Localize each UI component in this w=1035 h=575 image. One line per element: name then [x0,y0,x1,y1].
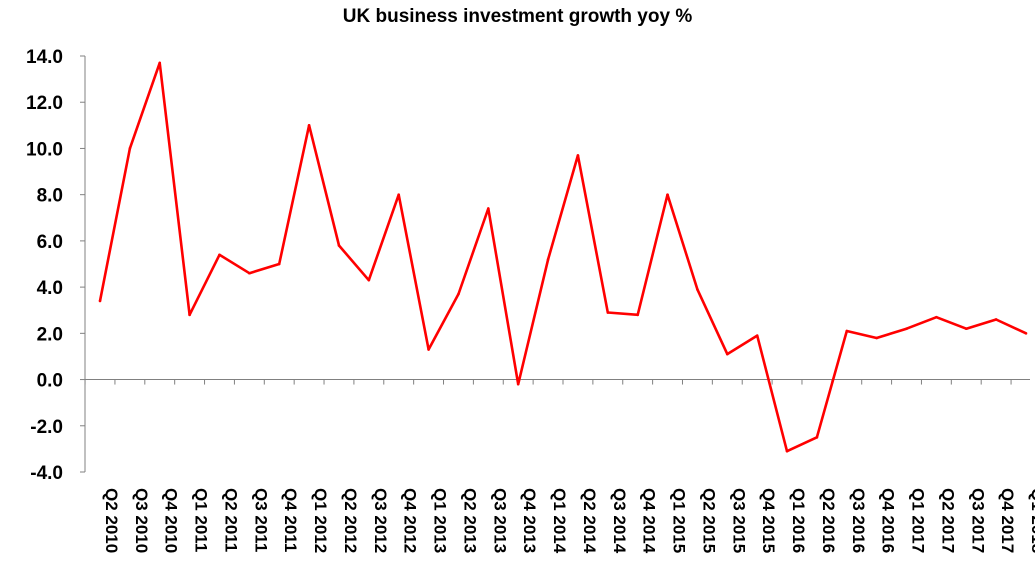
data-point [845,329,849,333]
x-tick-label: Q3 2016 [849,488,868,553]
x-tick-label: Q1 2012 [311,488,330,553]
y-tick-label: -2.0 [30,417,63,438]
data-point [248,271,251,275]
x-tick-label: Q1 2017 [909,488,928,553]
x-tick-label: Q4 2010 [162,488,181,553]
data-point [576,154,580,157]
x-tick-label: Q3 2012 [371,488,390,553]
x-tick-label: Q2 2014 [580,488,599,554]
data-point [636,313,639,317]
x-tick-label: Q1 2011 [192,488,211,552]
data-point [457,292,460,296]
x-tick-label: Q2 2012 [341,488,360,553]
chart-title: UK business investment growth yoy % [342,6,693,27]
x-axis: Q2 2010 Q3 2010 Q4 2010 Q1 2011 Q2 2011 Q3 20… [84,379,1035,554]
data-point [964,327,968,331]
data-point [367,278,371,282]
x-tick-label: Q4 2013 [520,488,539,553]
x-tick-label: Q2 2010 [102,488,121,553]
data-point [666,193,669,196]
y-tick-label: 2.0 [37,324,63,345]
data-point [606,311,610,314]
x-tick-label: Q1 2013 [431,488,450,553]
data-point [546,258,550,261]
y-tick-label: 4.0 [37,278,63,299]
x-tick-label: Q3 2013 [490,488,509,553]
x-tick-label: Q4 2017 [998,488,1017,553]
series-line-group [98,61,1028,453]
data-point [98,299,102,303]
data-point [397,193,401,196]
x-tick-label: Q2 2017 [938,488,957,553]
data-point [218,253,221,257]
y-tick-label: 12.0 [26,93,63,114]
data-point [785,449,789,453]
x-tick-label: Q3 2015 [729,488,748,553]
data-point [696,288,699,291]
data-point [815,436,819,439]
y-tick-label: 0.0 [37,371,63,392]
x-tick-label: Q2 2013 [460,488,479,553]
data-point [307,124,311,127]
x-tick-label: Q3 2010 [132,488,151,553]
y-tick-label: 10.0 [26,139,63,160]
data-point [128,147,132,150]
data-point [516,382,520,386]
data-point [994,318,998,321]
data-point [1024,332,1028,335]
x-tick-label: Q4 2014 [640,488,659,554]
x-tick-label: Q1 2016 [789,488,808,553]
y-tick-label: -4.0 [30,463,63,484]
x-tick-label: Q4 2011 [281,488,300,552]
x-tick-label: Q2 2016 [819,488,838,553]
x-tick-label: Q4 2015 [759,488,778,553]
x-tick-label: Q3 2017 [968,488,987,553]
y-tick-label: 14.0 [26,47,63,68]
x-tick-label: Q4 2012 [401,488,420,553]
data-point [935,315,938,319]
x-tick-label: Q3 2014 [610,488,629,554]
x-tick-label: Q4 2016 [879,488,898,553]
x-tick-label: Q1 2018 [1028,488,1035,553]
data-point [427,348,430,351]
data-point [277,262,281,266]
x-tick-label: Q2 2011 [221,488,240,552]
data-point [188,313,191,317]
y-tick-label: 8.0 [37,186,63,207]
x-tick-label: Q3 2011 [251,488,270,552]
data-point [905,327,908,331]
data-point [337,244,341,247]
data-point [755,334,759,337]
series-line [98,61,1027,453]
x-tick-label: Q1 2015 [670,488,689,553]
x-tick-label: Q1 2014 [550,488,569,554]
y-tick-label: 6.0 [37,232,63,253]
data-point [158,61,162,65]
data-point [725,352,729,356]
y-axis: 14.0 12.0 10.0 8.0 6.0 4.0 2.0 0.0 -2.0 -4.0 [26,47,86,484]
data-point [487,207,490,210]
data-point [875,336,878,340]
x-tick-label: Q2 2015 [699,488,718,553]
